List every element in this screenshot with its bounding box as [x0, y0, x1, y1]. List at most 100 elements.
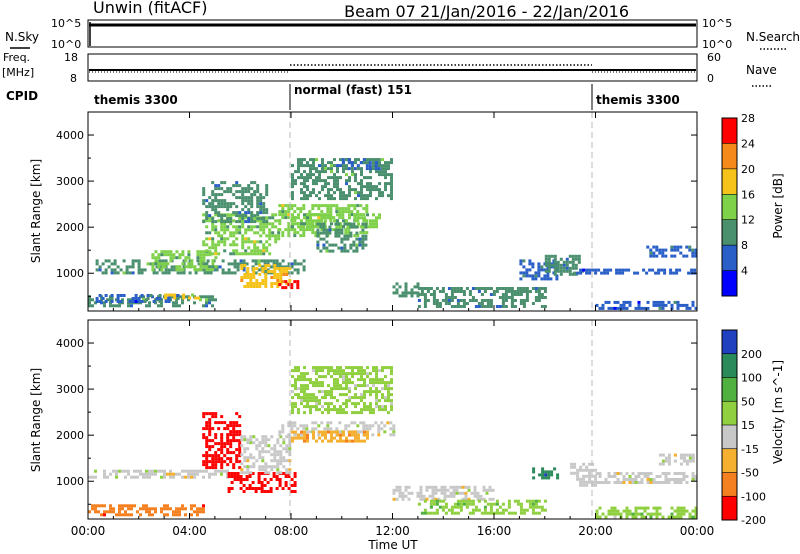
gate-cell: [670, 245, 674, 249]
gate-cell: [181, 504, 184, 508]
gate-cell: [291, 191, 294, 195]
gate-cell: [265, 190, 269, 194]
gate-cell: [202, 304, 205, 308]
gate-cell: [334, 231, 338, 235]
gate-cell: [488, 485, 492, 489]
gate-cell: [122, 294, 126, 297]
gate-cell: [330, 433, 333, 437]
gate-cell: [151, 265, 155, 269]
gate-cell: [163, 250, 167, 254]
gate-cell: [420, 293, 424, 296]
gate-cell: [241, 225, 245, 229]
gate-cell: [357, 436, 360, 440]
gate-cell: [223, 243, 227, 247]
gate-cell: [375, 366, 378, 370]
gate-cell: [297, 164, 300, 168]
gate-cell: [404, 485, 408, 489]
gate-cell: [121, 513, 124, 517]
gate-cell: [246, 456, 250, 460]
gate-cell: [479, 494, 483, 498]
gate-cell: [660, 268, 664, 272]
gate-cell: [220, 187, 224, 191]
gate-cell: [525, 268, 529, 272]
gate-cell: [374, 421, 378, 425]
gate-cell: [354, 173, 357, 177]
gate-cell: [613, 512, 617, 516]
gate-cell: [303, 375, 306, 379]
gate-cell: [519, 299, 523, 302]
gate-cell: [426, 299, 430, 302]
gate-cell: [299, 424, 303, 428]
gate-cell: [447, 302, 451, 305]
gate-cell: [269, 487, 273, 490]
gate-cell: [246, 459, 250, 463]
gate-cell: [363, 219, 366, 223]
gate-cell: [127, 301, 130, 305]
gate-cell: [398, 285, 402, 289]
x-tick-label: 08:00: [274, 524, 309, 538]
gate-cell: [467, 497, 471, 501]
freq-tick-top: 18: [64, 51, 78, 64]
gate-cell: [290, 421, 294, 425]
gate-cell: [661, 254, 665, 258]
gate-cell: [294, 384, 297, 388]
gate-cell: [603, 268, 607, 272]
gate-cell: [482, 485, 486, 489]
gate-cell: [252, 282, 256, 285]
gate-cell: [299, 262, 303, 266]
gate-cell: [205, 466, 209, 470]
gate-cell: [333, 173, 336, 177]
gate-cell: [281, 231, 285, 235]
gate-cell: [525, 290, 529, 293]
gate-cell: [226, 448, 230, 452]
gate-cell: [420, 287, 424, 290]
gate-cell: [474, 299, 478, 302]
gate-cell: [268, 228, 272, 232]
gate-cell: [249, 456, 253, 460]
gate-cell: [576, 471, 580, 475]
gate-cell: [324, 194, 327, 198]
gate-cell: [477, 305, 481, 308]
gate-cell: [229, 220, 233, 224]
gate-cell: [691, 300, 695, 304]
gate-cell: [300, 161, 303, 165]
gate-cell: [372, 158, 375, 162]
gate-cell: [208, 265, 212, 269]
gate-cell: [178, 507, 181, 511]
gate-cell: [606, 271, 610, 275]
gate-cell: [226, 220, 230, 224]
gate-cell: [124, 469, 127, 473]
gate-cell: [300, 430, 303, 434]
gate-cell: [278, 262, 282, 266]
gate-cell: [148, 472, 151, 476]
gate-cell: [259, 193, 263, 197]
colorbar-swatch: [722, 143, 737, 169]
gate-cell: [344, 231, 348, 235]
gate-cell: [291, 194, 294, 198]
gate-cell: [637, 506, 641, 510]
gate-cell: [621, 271, 625, 275]
gate-cell: [155, 297, 159, 300]
gate-cell: [468, 290, 472, 293]
gate-cell: [205, 217, 209, 221]
gate-cell: [288, 279, 292, 282]
gate-cell: [246, 447, 250, 451]
gate-cell: [582, 468, 586, 472]
gate-cell: [342, 375, 345, 379]
gate-cell: [432, 293, 436, 296]
gate-cell: [88, 475, 91, 479]
gate-cell: [377, 167, 381, 171]
gate-cell: [378, 161, 381, 165]
gate-cell: [291, 176, 294, 180]
gate-cell: [610, 475, 614, 478]
gate-cell: [354, 405, 357, 409]
gate-cell: [333, 405, 336, 409]
gate-cell: [282, 456, 286, 460]
gate-cell: [140, 271, 144, 275]
colorbar-tick-label: 15: [741, 419, 755, 432]
gate-cell: [229, 205, 233, 209]
gate-cell: [316, 222, 320, 226]
gate-cell: [537, 271, 541, 275]
gate-cell: [330, 402, 333, 406]
gate-cell: [291, 405, 294, 409]
